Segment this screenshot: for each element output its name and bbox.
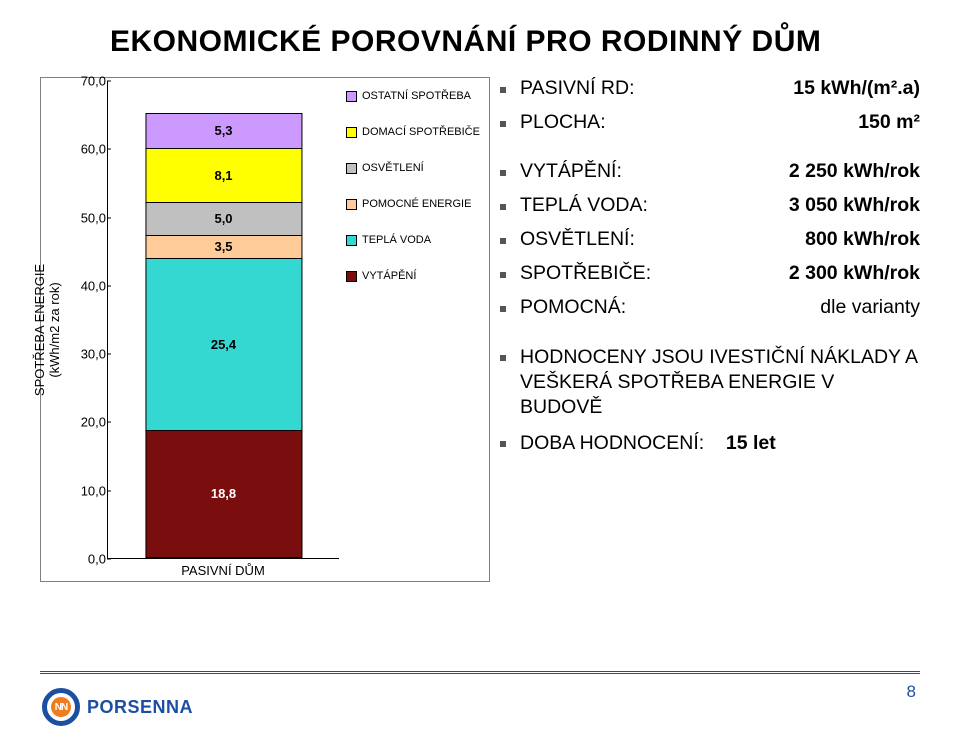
bullet-value: 15 kWh/(m².a)	[793, 77, 920, 100]
y-tick-label: 0,0	[71, 552, 106, 567]
legend-swatch	[346, 271, 357, 282]
bullet-text: HODNOCENY JSOU IVESTIČNÍ NÁKLADY A VEŠKE…	[520, 345, 920, 420]
legend-label: VYTÁPĚNÍ	[362, 270, 416, 282]
footer-divider	[40, 671, 920, 674]
bullet-text: DOBA HODNOCENÍ: 15 let	[520, 431, 920, 456]
bullet-item: DOBA HODNOCENÍ: 15 let	[500, 431, 920, 456]
y-tick-label: 20,0	[71, 415, 106, 430]
logo-text: PORSENNA	[87, 697, 193, 718]
legend-item: OSTATNÍ SPOTŘEBA	[346, 90, 481, 102]
chart: SPOTŘEBA ENERGIE (kWh/m2 za rok) 0,010,0…	[40, 77, 490, 582]
bullet-label: SPOTŘEBIČE:	[520, 262, 651, 285]
bullet-value: 2 250 kWh/rok	[789, 160, 920, 183]
page-number: 8	[907, 682, 916, 702]
y-tick-label: 50,0	[71, 210, 106, 225]
bullet-icon	[500, 204, 506, 210]
legend-item: VYTÁPĚNÍ	[346, 270, 481, 282]
bullet-value: 800 kWh/rok	[805, 228, 920, 251]
bullet-icon	[500, 170, 506, 176]
bullet-label: PLOCHA:	[520, 111, 606, 134]
bullet-item: HODNOCENY JSOU IVESTIČNÍ NÁKLADY A VEŠKE…	[500, 345, 920, 420]
bullet-icon	[500, 87, 506, 93]
bullet-item: PLOCHA: 150 m²	[500, 111, 920, 134]
bullet-item: TEPLÁ VODA: 3 050 kWh/rok	[500, 194, 920, 217]
page-title: EKONOMICKÉ POROVNÁNÍ PRO RODINNÝ DŮM	[110, 25, 920, 59]
legend-swatch	[346, 235, 357, 246]
y-tick-label: 10,0	[71, 483, 106, 498]
y-tick-label: 60,0	[71, 142, 106, 157]
bullet-value: 2 300 kWh/rok	[789, 262, 920, 285]
y-tick-label: 40,0	[71, 278, 106, 293]
bullet-value: 150 m²	[858, 111, 920, 134]
legend-label: OSTATNÍ SPOTŘEBA	[362, 90, 471, 102]
bullet-icon	[500, 355, 506, 361]
plot-area: 18,825,43,55,08,15,3	[107, 81, 339, 559]
bullet-item: OSVĚTLENÍ: 800 kWh/rok	[500, 228, 920, 251]
legend-label: POMOCNÉ ENERGIE	[362, 198, 471, 210]
bullet-item: PASIVNÍ RD: 15 kWh/(m².a)	[500, 77, 920, 100]
bullet-icon	[500, 121, 506, 127]
bullet-item: POMOCNÁ: dle varianty	[500, 296, 920, 319]
legend-item: DOMACÍ SPOTŘEBIČE	[346, 126, 481, 138]
bar-segment: 3,5	[145, 235, 302, 259]
legend: OSTATNÍ SPOTŘEBA DOMACÍ SPOTŘEBIČE OSVĚTLE…	[346, 90, 481, 306]
y-tick-label: 30,0	[71, 347, 106, 362]
bullet-icon	[500, 306, 506, 312]
y-axis: 0,010,020,030,040,050,060,070,0	[81, 81, 106, 559]
x-category-label: PASIVNÍ DŮM	[107, 563, 339, 578]
bar-segment: 8,1	[145, 148, 302, 203]
legend-label: OSVĚTLENÍ	[362, 162, 424, 174]
bullet-label: TEPLÁ VODA:	[520, 194, 648, 217]
bullet-icon	[500, 272, 506, 278]
bullet-label: OSVĚTLENÍ:	[520, 228, 635, 251]
legend-item: OSVĚTLENÍ	[346, 162, 481, 174]
y-axis-label: SPOTŘEBA ENERGIE (kWh/m2 za rok)	[32, 263, 62, 395]
bar-segment: 5,0	[145, 202, 302, 236]
bar-segment: 18,8	[145, 430, 302, 558]
bullet-icon	[500, 238, 506, 244]
logo-icon: NN	[42, 688, 80, 726]
bar-segment: 5,3	[145, 113, 302, 149]
y-tick-label: 70,0	[71, 74, 106, 89]
legend-swatch	[346, 163, 357, 174]
bullet-label: PASIVNÍ RD:	[520, 77, 635, 100]
legend-label: TEPLÁ VODA	[362, 234, 431, 246]
bullet-list: PASIVNÍ RD: 15 kWh/(m².a) PLOCHA: 150 m² VYT…	[500, 77, 920, 597]
bullet-item: SPOTŘEBIČE: 2 300 kWh/rok	[500, 262, 920, 285]
legend-label: DOMACÍ SPOTŘEBIČE	[362, 126, 480, 138]
bullet-item: VYTÁPĚNÍ: 2 250 kWh/rok	[500, 160, 920, 183]
bullet-icon	[500, 441, 506, 447]
bar-segment: 25,4	[145, 258, 302, 431]
legend-swatch	[346, 127, 357, 138]
bullet-label: VYTÁPĚNÍ:	[520, 160, 622, 183]
legend-item: TEPLÁ VODA	[346, 234, 481, 246]
bullet-value: dle varianty	[820, 296, 920, 319]
stacked-bar: 18,825,43,55,08,15,3	[145, 108, 302, 558]
bullet-value: 3 050 kWh/rok	[789, 194, 920, 217]
slide: EKONOMICKÉ POROVNÁNÍ PRO RODINNÝ DŮM SPO…	[0, 0, 960, 744]
legend-swatch	[346, 199, 357, 210]
logo: NN PORSENNA	[42, 688, 193, 726]
content-row: SPOTŘEBA ENERGIE (kWh/m2 za rok) 0,010,0…	[40, 77, 920, 597]
legend-item: POMOCNÉ ENERGIE	[346, 198, 481, 210]
bullet-label: POMOCNÁ:	[520, 296, 626, 319]
legend-swatch	[346, 91, 357, 102]
